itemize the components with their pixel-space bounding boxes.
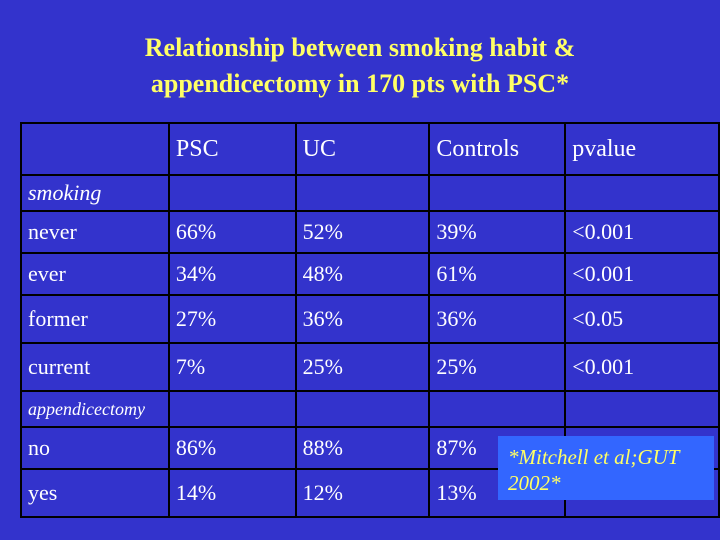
empty-cell <box>428 174 567 212</box>
table-cell: <0.001 <box>564 342 720 392</box>
row-label: no <box>20 426 170 470</box>
empty-cell <box>564 174 720 212</box>
table-cell: 36% <box>428 294 567 344</box>
section-row-smoking: smoking <box>20 174 720 212</box>
empty-cell <box>167 390 297 428</box>
row-label: yes <box>20 468 170 518</box>
table-row: current 7% 25% 25% <0.001 <box>20 342 720 392</box>
table-row: former 27% 36% 36% <0.05 <box>20 294 720 344</box>
table-cell: 36% <box>294 294 431 344</box>
reference-citation: *Mitchell et al;GUT 2002* <box>498 436 714 500</box>
section-label: appendicectomy <box>20 390 170 428</box>
table-cell: 88% <box>294 426 431 470</box>
table-cell: 25% <box>294 342 431 392</box>
header-cell: pvalue <box>564 122 720 176</box>
table-cell: 12% <box>294 468 431 518</box>
header-cell: UC <box>294 122 431 176</box>
section-label: smoking <box>20 174 170 212</box>
table-cell: 34% <box>167 252 297 296</box>
table-row: never 66% 52% 39% <0.001 <box>20 210 720 254</box>
data-table: PSC UC Controls pvalue smoking never 66%… <box>20 122 720 518</box>
header-cell: Controls <box>428 122 567 176</box>
empty-cell <box>294 390 431 428</box>
row-label: current <box>20 342 170 392</box>
reference-line-2: 2002* <box>508 471 561 495</box>
reference-line-1: *Mitchell et al;GUT <box>508 445 680 469</box>
table-cell: 48% <box>294 252 431 296</box>
row-label: former <box>20 294 170 344</box>
table-cell: 66% <box>167 210 297 254</box>
table-cell: 39% <box>428 210 567 254</box>
section-row-appendicectomy: appendicectomy <box>20 390 720 428</box>
table-cell: <0.05 <box>564 294 720 344</box>
empty-cell <box>564 390 720 428</box>
table-row: ever 34% 48% 61% <0.001 <box>20 252 720 296</box>
data-table-container: PSC UC Controls pvalue smoking never 66%… <box>20 122 720 518</box>
row-label: never <box>20 210 170 254</box>
row-label: ever <box>20 252 170 296</box>
table-cell: 61% <box>428 252 567 296</box>
table-cell: <0.001 <box>564 252 720 296</box>
empty-cell <box>428 390 567 428</box>
slide-title: Relationship between smoking habit & app… <box>0 30 720 102</box>
table-header-row: PSC UC Controls pvalue <box>20 122 720 176</box>
title-line-1: Relationship between smoking habit & <box>144 33 576 62</box>
table-cell: 25% <box>428 342 567 392</box>
table-cell: 86% <box>167 426 297 470</box>
header-cell: PSC <box>167 122 297 176</box>
title-line-2: appendicectomy in 170 pts with PSC* <box>150 69 570 98</box>
table-cell: 27% <box>167 294 297 344</box>
table-cell: 7% <box>167 342 297 392</box>
empty-cell <box>167 174 297 212</box>
empty-cell <box>294 174 431 212</box>
table-cell: <0.001 <box>564 210 720 254</box>
table-cell: 14% <box>167 468 297 518</box>
table-cell: 52% <box>294 210 431 254</box>
header-cell <box>20 122 170 176</box>
